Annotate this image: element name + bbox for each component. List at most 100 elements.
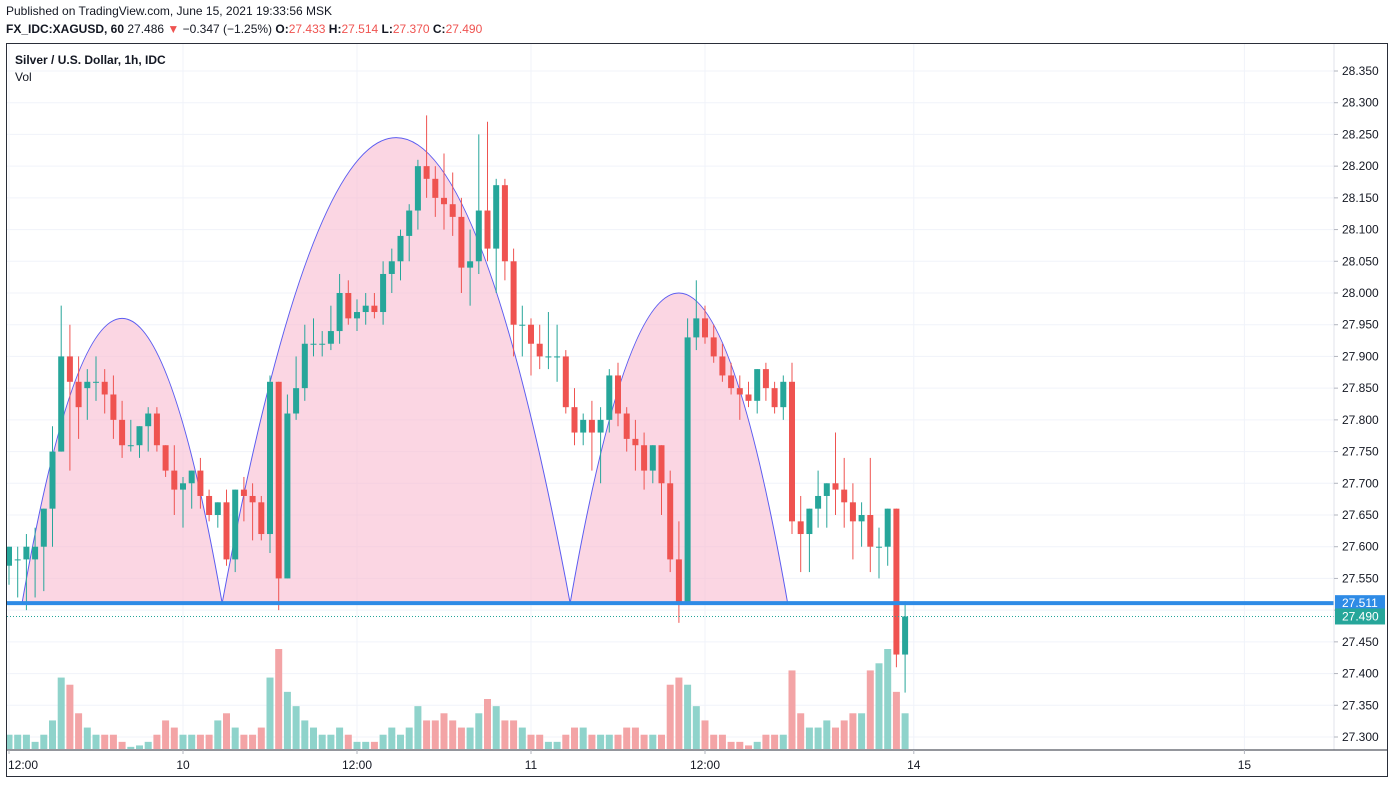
candle bbox=[66, 324, 73, 471]
candle bbox=[493, 178, 500, 293]
price-tick-label: 27.300 bbox=[1342, 730, 1379, 744]
volume-bar bbox=[631, 727, 639, 749]
candle bbox=[249, 483, 256, 541]
close-value: 27.490 bbox=[445, 22, 483, 36]
volume-bar bbox=[832, 727, 839, 749]
candle-body bbox=[580, 419, 587, 433]
candle-body bbox=[693, 318, 700, 338]
candle-body bbox=[771, 388, 778, 408]
candle-body bbox=[110, 394, 117, 420]
volume-bar bbox=[83, 727, 91, 749]
candle-body bbox=[806, 508, 813, 535]
volume-bar bbox=[614, 734, 622, 749]
volume-bar bbox=[649, 734, 657, 749]
candle-body bbox=[293, 388, 300, 414]
volume-bar bbox=[571, 727, 578, 749]
volume-bar bbox=[179, 734, 187, 749]
candle-body bbox=[406, 210, 413, 236]
candle bbox=[214, 502, 221, 528]
price-badge-label: 27.511 bbox=[1342, 596, 1378, 610]
candle bbox=[153, 407, 160, 452]
candle-body bbox=[371, 305, 378, 313]
candle bbox=[93, 356, 99, 401]
candle-body bbox=[536, 343, 543, 357]
candle-body bbox=[571, 407, 578, 433]
candle bbox=[14, 546, 21, 598]
last-price-badge: 27.490 bbox=[1335, 608, 1385, 625]
price-badge-label: 27.490 bbox=[1342, 609, 1379, 623]
candle-body bbox=[49, 451, 56, 509]
candle bbox=[580, 413, 587, 446]
price-tick-label: 27.800 bbox=[1342, 413, 1379, 427]
candle-body bbox=[736, 388, 743, 395]
candle-body bbox=[545, 356, 552, 358]
candle-body bbox=[232, 489, 239, 560]
volume-bar bbox=[536, 734, 544, 749]
candle bbox=[649, 445, 656, 484]
price-tick-label: 28.100 bbox=[1342, 223, 1379, 237]
volume-bar bbox=[440, 713, 448, 749]
volume-bar bbox=[475, 713, 483, 749]
candle-body bbox=[136, 426, 143, 446]
volume-bar bbox=[336, 727, 344, 749]
candle-body bbox=[449, 204, 456, 217]
volume-bar bbox=[283, 691, 291, 749]
volume-bar bbox=[684, 684, 692, 749]
volume-bar bbox=[301, 720, 309, 749]
price-tick-label: 27.750 bbox=[1342, 445, 1379, 459]
candle bbox=[536, 324, 543, 370]
volume-bar bbox=[814, 727, 822, 749]
chart-frame[interactable] bbox=[6, 43, 1388, 777]
candle-body bbox=[867, 515, 874, 547]
volume-legend: Vol bbox=[15, 70, 32, 84]
volume-bar bbox=[292, 706, 300, 749]
candle bbox=[414, 159, 421, 230]
volume-bar bbox=[457, 727, 465, 749]
volume-bar bbox=[353, 741, 361, 749]
candle bbox=[371, 293, 378, 319]
candle-body bbox=[223, 502, 230, 560]
candle-body bbox=[206, 495, 213, 515]
candle-body bbox=[180, 483, 186, 490]
candle bbox=[101, 369, 108, 414]
price-tick-label: 27.350 bbox=[1342, 698, 1379, 712]
candle bbox=[858, 502, 865, 547]
candle-body bbox=[380, 273, 387, 313]
candle bbox=[58, 305, 65, 452]
candle bbox=[632, 419, 639, 471]
candle bbox=[345, 280, 352, 325]
candle bbox=[7, 546, 12, 585]
candle bbox=[771, 381, 778, 414]
series-legend-title: Silver / U.S. Dollar, 1h, IDC bbox=[15, 53, 166, 67]
time-tick-label: 12:00 bbox=[690, 758, 720, 772]
volume-bar bbox=[127, 746, 135, 749]
candle bbox=[780, 375, 787, 420]
candle bbox=[876, 527, 882, 579]
candle-body bbox=[258, 502, 265, 535]
candle-body bbox=[32, 546, 39, 560]
volume-bar bbox=[858, 713, 866, 749]
candle bbox=[684, 318, 691, 604]
candle bbox=[467, 229, 474, 306]
candle bbox=[736, 375, 743, 420]
candle bbox=[745, 381, 752, 408]
low-label: L: bbox=[381, 22, 393, 36]
candle bbox=[40, 508, 47, 592]
candle-body bbox=[519, 324, 526, 326]
volume-bar bbox=[327, 734, 335, 749]
candle bbox=[606, 369, 613, 433]
candle bbox=[562, 350, 569, 414]
volume-bar bbox=[397, 734, 404, 749]
candle-body bbox=[145, 413, 152, 427]
candle-body bbox=[649, 445, 656, 471]
candle-body bbox=[588, 419, 595, 433]
candle-body bbox=[675, 559, 682, 604]
candle-body bbox=[432, 178, 439, 198]
volume-bar bbox=[449, 720, 457, 749]
candle bbox=[197, 457, 204, 509]
volume-bar bbox=[884, 649, 892, 749]
candle-body bbox=[345, 293, 352, 319]
volume-bar bbox=[57, 677, 65, 749]
candle-body bbox=[562, 356, 569, 408]
